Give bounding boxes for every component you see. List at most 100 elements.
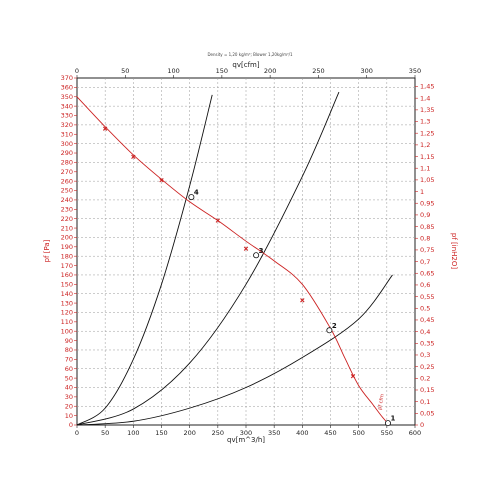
y-right-tick-label: 0,05 bbox=[420, 410, 434, 418]
y-right-tick-label: 0,3 bbox=[420, 351, 430, 359]
y-left-tick-label: 180 bbox=[61, 252, 73, 260]
x-bottom-tick-label: 600 bbox=[409, 429, 421, 437]
operating-point-label: 4 bbox=[194, 189, 199, 197]
system-curves bbox=[76, 91, 393, 426]
y-left-tick-label: 340 bbox=[61, 102, 73, 110]
x-bottom-axis-label: qv[m^3/h] bbox=[227, 436, 265, 444]
plot-grid bbox=[77, 78, 415, 425]
fan-curve-marker bbox=[300, 298, 305, 303]
y-left-tick-label: 290 bbox=[61, 149, 73, 157]
y-right-tick-label: 1,05 bbox=[420, 176, 434, 184]
fan-curve-marker bbox=[243, 246, 249, 251]
x-bottom-ticks: 0 50 100 150 200 250 300 350 400 450 500 550 600 bbox=[75, 425, 421, 437]
y-right-tick-label: 0,15 bbox=[420, 386, 434, 394]
y-right-tick-label: 0,55 bbox=[420, 293, 434, 301]
y-left-tick-label: 350 bbox=[61, 93, 73, 101]
y-left-tick-label: 130 bbox=[61, 299, 73, 307]
y-right-tick-label: 1 bbox=[420, 188, 424, 196]
y-right-tick-label: 0,35 bbox=[420, 339, 434, 347]
fan-curve-marker bbox=[102, 126, 108, 131]
y-right-tick-label: 1,15 bbox=[420, 153, 434, 161]
y-left-tick-label: 240 bbox=[61, 196, 73, 204]
operating-points: 3 4 2 1 bbox=[188, 189, 395, 427]
x-bottom-tick-label: 250 bbox=[212, 429, 224, 437]
y-left-tick-label: 200 bbox=[61, 234, 73, 242]
y-right-ticks: 0 0,05 0,1 0,15 0,2 0,25 0,3 0,35 0,4 0,45 0,5 0,55… bbox=[415, 83, 434, 429]
y-right-axis-label: pf [inH2O] bbox=[450, 233, 458, 269]
y-left-tick-label: 80 bbox=[65, 346, 73, 354]
x-bottom-tick-label: 50 bbox=[101, 429, 109, 437]
y-left-tick-label: 210 bbox=[61, 224, 73, 232]
y-right-tick-label: 0,45 bbox=[420, 316, 434, 324]
x-bottom-tick-label: 300 bbox=[240, 429, 252, 437]
y-right-tick-label: 0,4 bbox=[420, 328, 430, 336]
system-curve-line bbox=[76, 274, 393, 426]
x-bottom-tick-label: 200 bbox=[183, 429, 195, 437]
y-left-tick-label: 260 bbox=[61, 177, 73, 185]
x-bottom-tick-label: 500 bbox=[352, 429, 364, 437]
y-left-tick-label: 10 bbox=[65, 412, 73, 420]
x-bottom-tick-label: 400 bbox=[296, 429, 308, 437]
y-left-tick-label: 20 bbox=[65, 402, 73, 410]
y-left-axis-label: pf [Pa] bbox=[43, 239, 51, 262]
y-left-tick-label: 270 bbox=[61, 168, 73, 176]
operating-point-marker bbox=[326, 327, 333, 334]
y-right-tick-label: 1,25 bbox=[420, 129, 434, 137]
y-right-tick-label: 1,3 bbox=[420, 118, 430, 126]
curve-end-label: pf cfm bbox=[377, 394, 386, 411]
operating-point-label: 2 bbox=[332, 322, 337, 330]
y-right-tick-label: 0,85 bbox=[420, 223, 434, 231]
y-left-tick-label: 280 bbox=[61, 159, 73, 167]
y-left-tick-label: 220 bbox=[61, 215, 73, 223]
y-left-tick-label: 90 bbox=[65, 337, 73, 345]
fan-curve-marker bbox=[159, 178, 164, 183]
operating-point-label: 1 bbox=[390, 415, 395, 423]
x-top-tick-label: 0 bbox=[75, 67, 79, 75]
y-left-tick-label: 100 bbox=[61, 327, 73, 335]
y-left-tick-label: 300 bbox=[61, 140, 73, 148]
x-bottom-tick-label: 150 bbox=[155, 429, 167, 437]
y-right-tick-label: 0,7 bbox=[420, 258, 430, 266]
y-right-tick-label: 1,45 bbox=[420, 83, 434, 91]
y-left-tick-label: 140 bbox=[61, 290, 73, 298]
x-top-tick-label: 300 bbox=[361, 67, 373, 75]
x-bottom-tick-label: 0 bbox=[75, 429, 79, 437]
x-top-tick-label: 250 bbox=[312, 67, 324, 75]
operating-point-marker bbox=[253, 252, 260, 259]
y-left-tick-label: 40 bbox=[65, 384, 73, 392]
chart-title: Density = 1,20 kg/m³; Blower 1,20kg/m³/1 bbox=[207, 52, 293, 57]
y-right-tick-label: 0,2 bbox=[420, 375, 430, 383]
x-top-tick-label: 200 bbox=[264, 67, 276, 75]
y-right-tick-label: 1,2 bbox=[420, 141, 430, 149]
y-right-tick-label: 1,35 bbox=[420, 106, 434, 114]
fan-curve-marker bbox=[215, 218, 221, 223]
system-curve-line bbox=[76, 91, 340, 426]
fan-curve bbox=[76, 96, 388, 423]
y-left-tick-label: 0 bbox=[69, 421, 73, 429]
y-left-tick-label: 70 bbox=[65, 356, 73, 364]
y-left-tick-label: 320 bbox=[61, 121, 73, 129]
fan-curve-line bbox=[76, 96, 388, 423]
x-top-axis-label: qv[cfm] bbox=[232, 61, 259, 69]
x-top-tick-label: 350 bbox=[409, 67, 421, 75]
operating-point-marker bbox=[188, 194, 195, 201]
x-bottom-tick-label: 100 bbox=[127, 429, 139, 437]
x-top-ticks: 0 50 100 150 200 250 300 350 bbox=[75, 67, 421, 78]
y-left-tick-label: 50 bbox=[65, 374, 73, 382]
x-top-tick-label: 50 bbox=[121, 67, 129, 75]
y-left-tick-label: 190 bbox=[61, 243, 73, 251]
y-right-tick-label: 1,4 bbox=[420, 94, 430, 102]
y-left-tick-label: 250 bbox=[61, 187, 73, 195]
fan-curve-marker bbox=[350, 374, 356, 379]
y-right-tick-label: 0,8 bbox=[420, 234, 430, 242]
y-right-tick-label: 0 bbox=[420, 421, 424, 429]
y-left-tick-label: 120 bbox=[61, 309, 73, 317]
x-top-tick-label: 150 bbox=[216, 67, 228, 75]
y-right-tick-label: 0,75 bbox=[420, 246, 434, 254]
y-left-tick-label: 310 bbox=[61, 130, 73, 138]
x-bottom-tick-label: 350 bbox=[268, 429, 280, 437]
y-left-tick-label: 160 bbox=[61, 271, 73, 279]
y-right-tick-label: 0,6 bbox=[420, 281, 430, 289]
